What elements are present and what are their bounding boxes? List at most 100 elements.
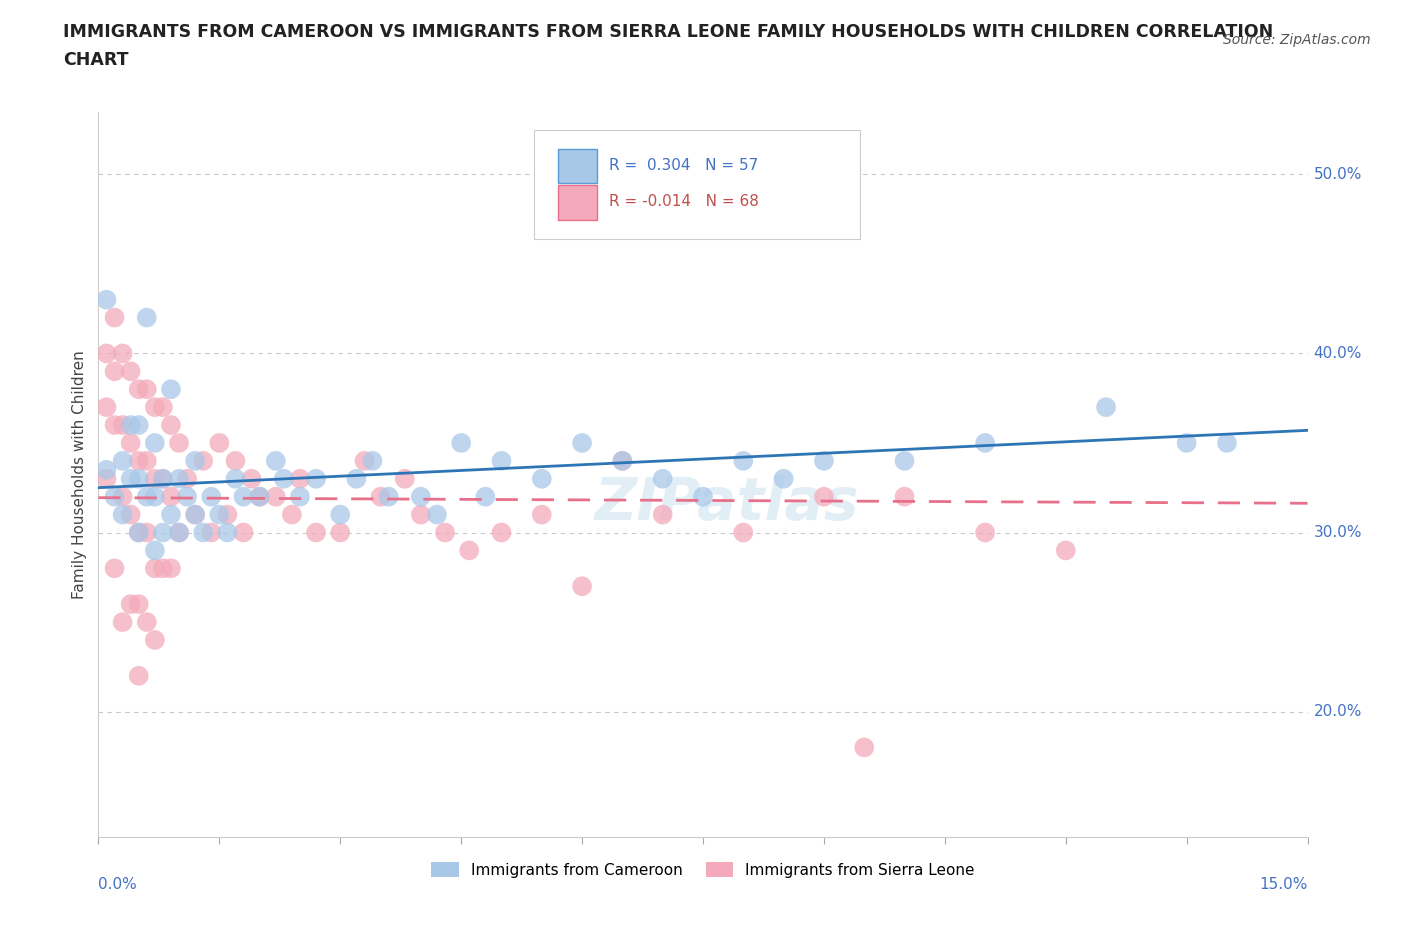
Point (128, 669, 150, 684)
Point (128, 597, 150, 612)
Point (143, 543, 166, 558)
Point (612, 454, 634, 469)
Point (167, 435, 190, 450)
Point (128, 382, 150, 397)
Point (160, 489, 183, 504)
FancyBboxPatch shape (558, 185, 596, 219)
Point (426, 507, 449, 522)
Point (120, 597, 142, 612)
Point (344, 472, 367, 486)
Point (128, 525, 150, 540)
Point (193, 525, 215, 540)
Point (135, 525, 157, 540)
Text: IMMIGRANTS FROM CAMEROON VS IMMIGRANTS FROM SIERRA LEONE FAMILY HOUSEHOLDS WITH : IMMIGRANTS FROM CAMEROON VS IMMIGRANTS F… (63, 23, 1274, 41)
Point (361, 454, 384, 469)
Point (474, 489, 496, 504)
Point (264, 489, 287, 504)
Legend: Immigrants from Cameroon, Immigrants from Sierra Leone: Immigrants from Cameroon, Immigrants fro… (425, 856, 981, 884)
Point (111, 454, 134, 469)
Point (208, 507, 231, 522)
Point (184, 454, 207, 469)
Point (152, 472, 174, 486)
Point (128, 418, 150, 432)
Point (377, 489, 399, 504)
Text: R =  0.304   N = 57: R = 0.304 N = 57 (609, 158, 758, 173)
Point (813, 489, 835, 504)
Point (571, 435, 593, 450)
Point (249, 489, 271, 504)
Point (96, 462, 118, 477)
Point (160, 418, 183, 432)
Point (111, 418, 134, 432)
Point (305, 472, 328, 486)
Point (409, 489, 432, 504)
Point (128, 454, 150, 469)
Point (733, 525, 755, 540)
FancyBboxPatch shape (534, 130, 860, 239)
Point (135, 489, 157, 504)
Point (96, 400, 118, 415)
Point (135, 454, 157, 469)
Point (217, 525, 239, 540)
Text: 40.0%: 40.0% (1313, 346, 1362, 361)
Point (329, 525, 352, 540)
Point (273, 472, 295, 486)
Point (458, 543, 481, 558)
Point (974, 435, 997, 450)
Point (176, 489, 198, 504)
Point (184, 507, 207, 522)
Point (143, 561, 166, 576)
Point (692, 489, 714, 504)
Point (1216, 435, 1239, 450)
Point (111, 507, 134, 522)
Point (111, 489, 134, 504)
Point (853, 740, 876, 755)
Point (491, 525, 513, 540)
Point (120, 364, 142, 379)
Point (305, 525, 328, 540)
Point (1175, 435, 1198, 450)
Point (733, 454, 755, 469)
Point (103, 561, 125, 576)
Point (217, 507, 239, 522)
Point (128, 525, 150, 540)
Point (530, 472, 553, 486)
Point (160, 507, 183, 522)
Point (120, 435, 142, 450)
Point (208, 435, 231, 450)
Point (394, 472, 416, 486)
Point (370, 489, 392, 504)
Point (167, 525, 190, 540)
Point (111, 346, 134, 361)
Point (200, 525, 222, 540)
Point (772, 472, 794, 486)
Point (651, 507, 673, 522)
Point (571, 578, 593, 593)
Text: R = -0.014   N = 68: R = -0.014 N = 68 (609, 194, 759, 209)
Point (152, 525, 174, 540)
Point (1054, 543, 1077, 558)
Text: 15.0%: 15.0% (1260, 877, 1308, 892)
Point (152, 561, 174, 576)
Point (152, 400, 174, 415)
Point (893, 454, 915, 469)
Point (530, 507, 553, 522)
Point (264, 454, 287, 469)
Point (96, 292, 118, 307)
Point (240, 472, 263, 486)
Point (120, 418, 142, 432)
Text: 0.0%: 0.0% (98, 877, 138, 892)
Point (249, 489, 271, 504)
Point (893, 489, 915, 504)
Point (224, 454, 246, 469)
Point (974, 525, 997, 540)
Point (288, 472, 311, 486)
Point (281, 507, 304, 522)
Point (200, 489, 222, 504)
Point (143, 400, 166, 415)
Point (813, 454, 835, 469)
Point (651, 472, 673, 486)
Point (103, 418, 125, 432)
Point (143, 489, 166, 504)
Point (491, 454, 513, 469)
